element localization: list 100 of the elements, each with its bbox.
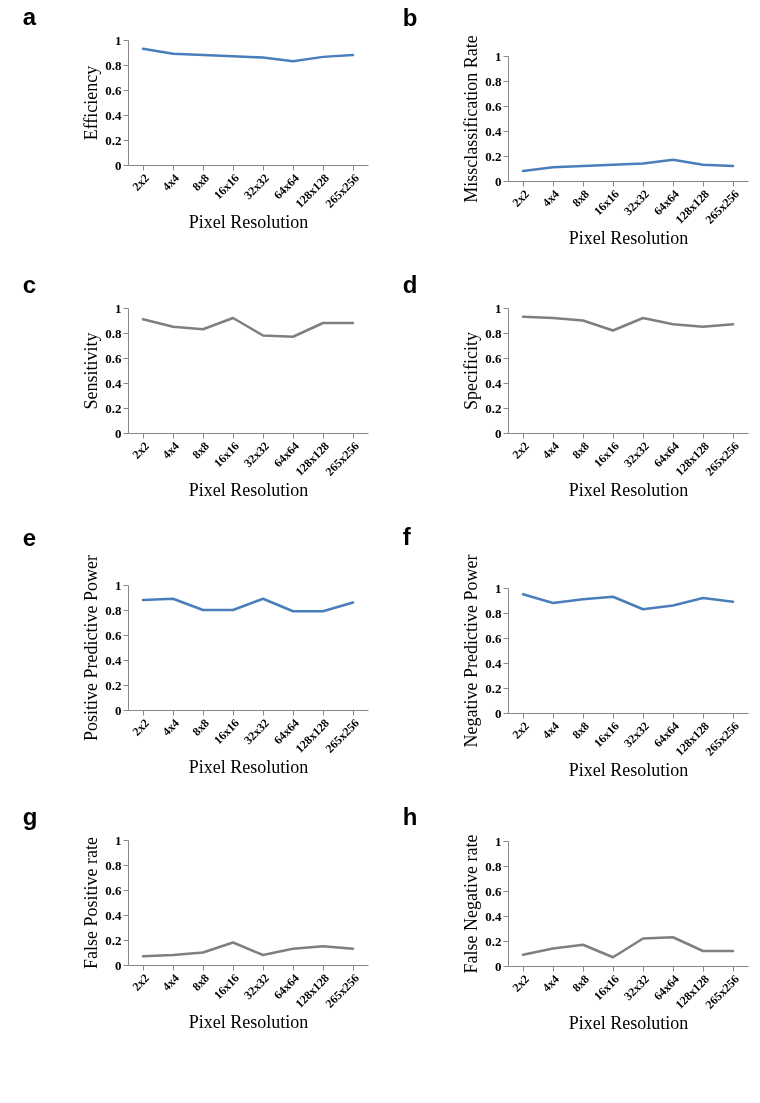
y-tick-label: 0.4: [485, 123, 502, 139]
x-tick-label: 8x8: [189, 439, 212, 462]
y-axis-title: Negative Predictive Power: [461, 554, 482, 748]
chart-title: h: [402, 803, 418, 831]
y-tick-label: 0: [495, 173, 502, 189]
y-tick-label: 1: [115, 300, 122, 316]
x-tick-label: 4x4: [159, 971, 182, 994]
y-tick-label: 0: [115, 425, 122, 441]
line-series: [521, 315, 735, 332]
x-tick-label: 2x2: [129, 439, 152, 462]
y-tick-label: 0: [495, 705, 502, 721]
x-axis-title: Pixel Resolution: [188, 756, 309, 777]
y-tick-label: 0.4: [105, 652, 122, 668]
x-axis-title: Pixel Resolution: [568, 227, 689, 248]
x-tick-label: 4x4: [539, 439, 562, 462]
y-tick-label: 0.6: [485, 98, 502, 114]
chart-title: d: [402, 271, 418, 298]
x-tick-label: 4x4: [159, 439, 182, 462]
y-tick-label: 0: [495, 425, 502, 441]
line-series: [141, 316, 355, 338]
x-tick-label: 2x2: [129, 171, 152, 194]
x-tick-label: 2x2: [509, 972, 532, 995]
y-tick-label: 0.6: [105, 882, 122, 898]
x-tick-label: 8x8: [569, 972, 592, 995]
y-tick-label: 0.2: [485, 680, 502, 696]
y-tick-label: 0.8: [485, 325, 502, 341]
x-tick-label: 4x4: [159, 171, 182, 194]
y-axis-title: Efficiency: [81, 65, 102, 141]
chart-title: c: [22, 271, 37, 298]
y-axis-title: Missclassification Rate: [461, 35, 482, 203]
y-axis-title: Positive Predictive Power: [81, 555, 102, 741]
y-tick-label: 0.2: [105, 932, 122, 948]
y-axis-title: Sensitivity: [81, 332, 102, 410]
y-tick-label: 1: [115, 32, 122, 48]
line-series: [521, 158, 735, 173]
y-tick-label: 0.2: [485, 400, 502, 416]
x-tick-label: 4x4: [539, 719, 562, 742]
x-axis-title: Pixel Resolution: [188, 479, 309, 500]
y-tick-label: 0.2: [105, 677, 122, 693]
y-tick-label: 0.8: [105, 325, 122, 341]
y-axis-title: False Negative rate: [461, 834, 482, 974]
x-tick-label: 8x8: [569, 439, 592, 462]
chart-title: g: [22, 803, 38, 830]
x-tick-label: 4x4: [159, 716, 182, 739]
chart-title: f: [402, 523, 412, 551]
x-tick-label: 8x8: [189, 716, 212, 739]
y-tick-label: 1: [115, 577, 122, 593]
y-tick-label: 0: [115, 957, 122, 973]
y-tick-label: 0.6: [105, 627, 122, 643]
y-tick-label: 0.8: [105, 602, 122, 618]
y-tick-label: 0.8: [105, 57, 122, 73]
line-series: [141, 941, 355, 958]
x-tick-label: 4x4: [539, 187, 562, 210]
y-tick-label: 0: [115, 157, 122, 173]
y-tick-label: 0.2: [485, 933, 502, 949]
y-tick-label: 0.8: [485, 858, 502, 874]
line-series: [141, 47, 355, 63]
y-tick-label: 1: [495, 580, 502, 596]
y-tick-label: 0.4: [105, 375, 122, 391]
x-tick-label: 2x2: [509, 187, 532, 210]
y-tick-label: 1: [495, 833, 502, 849]
y-tick-label: 0.2: [105, 400, 122, 416]
y-tick-label: 0.6: [485, 883, 502, 899]
y-tick-label: 0.4: [105, 907, 122, 923]
y-tick-label: 0.8: [485, 605, 502, 621]
x-tick-label: 8x8: [569, 187, 592, 210]
x-axis-title: Pixel Resolution: [188, 211, 309, 232]
y-tick-label: 0.6: [485, 350, 502, 366]
y-tick-label: 0.6: [105, 350, 122, 366]
chart-title: a: [22, 3, 37, 30]
y-tick-label: 1: [495, 48, 502, 64]
line-series: [521, 936, 735, 959]
x-axis-title: Pixel Resolution: [568, 1012, 689, 1033]
line-series: [141, 597, 355, 613]
y-tick-label: 0.6: [105, 82, 122, 98]
y-tick-label: 0.4: [485, 908, 502, 924]
y-tick-label: 0.6: [485, 630, 502, 646]
x-tick-label: 2x2: [509, 439, 532, 462]
line-series: [521, 593, 735, 611]
x-tick-label: 4x4: [539, 972, 562, 995]
y-tick-label: 0.8: [105, 857, 122, 873]
y-tick-label: 0.2: [105, 132, 122, 148]
y-tick-label: 0: [495, 958, 502, 974]
y-tick-label: 0: [115, 702, 122, 718]
y-axis-title: Specificity: [461, 332, 482, 410]
x-axis-title: Pixel Resolution: [188, 1011, 309, 1032]
x-tick-label: 8x8: [189, 971, 212, 994]
y-tick-label: 0.4: [105, 107, 122, 123]
y-axis-title: False Positive rate: [81, 837, 102, 969]
x-tick-label: 2x2: [129, 971, 152, 994]
y-tick-label: 0.4: [485, 655, 502, 671]
y-tick-label: 0.2: [485, 148, 502, 164]
x-tick-label: 8x8: [569, 719, 592, 742]
x-tick-label: 8x8: [189, 171, 212, 194]
x-axis-title: Pixel Resolution: [568, 479, 689, 500]
x-tick-label: 2x2: [509, 719, 532, 742]
chart-title: e: [22, 523, 37, 551]
chart-title: b: [402, 3, 418, 31]
y-tick-label: 1: [115, 832, 122, 848]
x-axis-title: Pixel Resolution: [568, 759, 689, 780]
